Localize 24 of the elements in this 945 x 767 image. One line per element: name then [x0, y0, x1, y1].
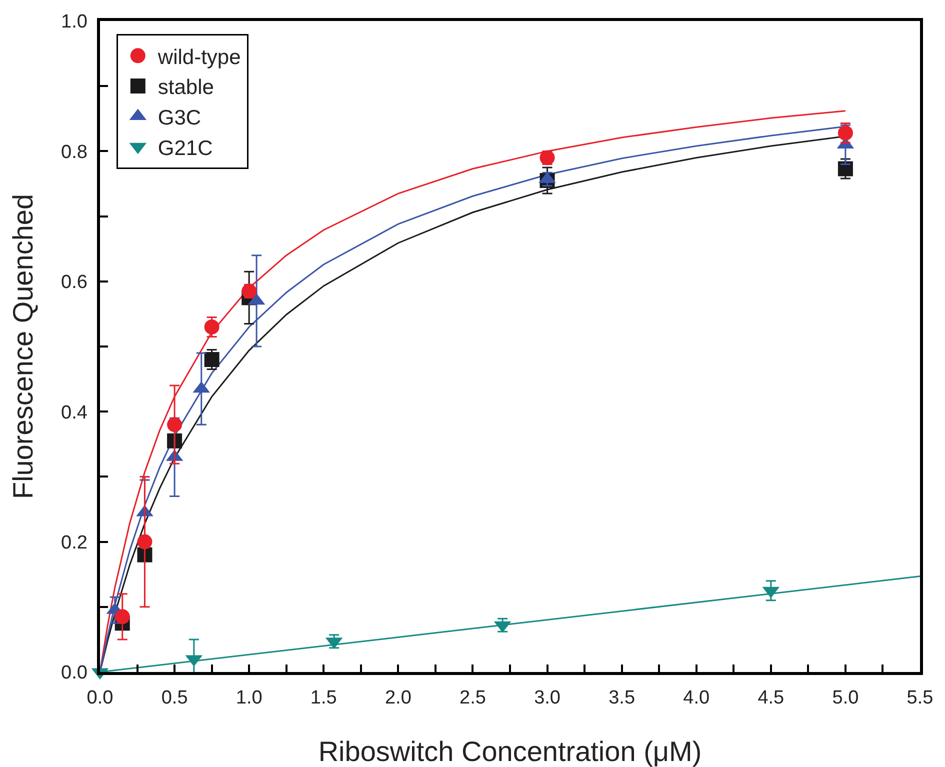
legend-label: stable — [158, 76, 214, 100]
x-tick-label: 1.0 — [236, 688, 262, 709]
y-tick-label: 1.0 — [61, 12, 88, 33]
x-tick-label: 0.0 — [86, 688, 114, 709]
y-tick-label: 0.2 — [61, 532, 88, 554]
x-tick-label: 2.5 — [460, 688, 486, 709]
x-tick-label: 1.5 — [310, 688, 337, 709]
x-tick-label: 0.5 — [161, 688, 188, 709]
y-tick-label: 0.0 — [61, 662, 88, 684]
x-tick-label: 4.0 — [683, 688, 710, 709]
x-tick-label: 3.5 — [608, 688, 636, 709]
y-tick-label: 0.4 — [61, 402, 88, 424]
x-tick-label: 4.5 — [758, 688, 784, 709]
y-tick-label: 0.6 — [61, 272, 88, 294]
x-tick-label: 5.5 — [906, 688, 934, 709]
x-tick-label: 2.0 — [384, 688, 412, 709]
legend-label: G3C — [158, 106, 202, 130]
x-tick-label: 5.0 — [832, 688, 859, 709]
x-axis-title: Riboswitch Concentration (μM) — [318, 736, 702, 767]
legend-label: wild-type — [156, 46, 241, 69]
legend-label: G21C — [158, 136, 213, 160]
x-tick-label: 3.0 — [534, 688, 560, 709]
y-tick-label: 0.8 — [61, 142, 88, 163]
y-axis-title: Fluorescence Quenched — [8, 194, 38, 500]
